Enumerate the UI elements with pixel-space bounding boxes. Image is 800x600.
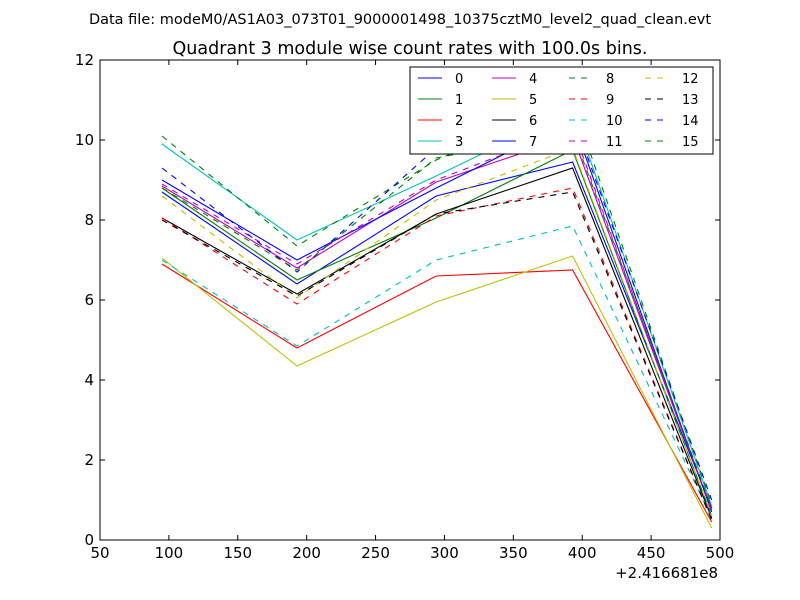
- x-tick-label: 500: [706, 544, 735, 562]
- legend-label-2: 2: [455, 114, 463, 129]
- y-tick-label: 0: [84, 531, 94, 549]
- legend-label-15: 15: [682, 135, 699, 150]
- y-tick-label: 10: [75, 131, 94, 149]
- series-line-12: [161, 147, 713, 517]
- legend-label-14: 14: [682, 114, 699, 129]
- series-line-11: [161, 127, 713, 513]
- legend-label-6: 6: [529, 114, 537, 129]
- series-line-8: [161, 101, 713, 505]
- legend-label-9: 9: [606, 93, 614, 108]
- series-line-13: [161, 191, 713, 521]
- legend-label-7: 7: [529, 135, 537, 150]
- x-tick-label: 250: [361, 544, 390, 562]
- x-tick-label: 400: [568, 544, 597, 562]
- legend-label-13: 13: [682, 93, 699, 108]
- x-tick-label: 350: [499, 544, 528, 562]
- chart-title: Quadrant 3 module wise count rates with …: [173, 39, 648, 59]
- series-line-0: [161, 161, 713, 509]
- series-line-14: [161, 115, 713, 501]
- x-tick-label: 450: [637, 544, 666, 562]
- series-lines: [161, 101, 713, 529]
- legend-label-10: 10: [606, 114, 623, 129]
- x-tick-label: 150: [223, 544, 252, 562]
- legend-label-5: 5: [529, 93, 537, 108]
- y-tick-label: 4: [84, 371, 94, 389]
- legend-frame: [409, 66, 714, 155]
- y-tick-label: 6: [84, 291, 94, 309]
- legend-label-1: 1: [455, 93, 463, 108]
- x-tick-label: 100: [155, 544, 184, 562]
- legend-label-11: 11: [606, 135, 623, 150]
- legend-label-0: 0: [455, 72, 463, 87]
- y-tick-label: 12: [75, 51, 94, 69]
- series-line-9: [161, 187, 713, 521]
- series-line-15: [161, 131, 713, 509]
- x-tick-label: 50: [90, 544, 109, 562]
- y-tick-label: 2: [84, 451, 94, 469]
- x-tick-label: 200: [292, 544, 321, 562]
- x-tick-label: 300: [430, 544, 459, 562]
- x-offset-label: +2.416681e8: [615, 564, 718, 582]
- legend-label-8: 8: [606, 72, 614, 87]
- series-line-5: [161, 255, 713, 529]
- series-line-4: [161, 135, 713, 511]
- y-tick-label: 8: [84, 211, 94, 229]
- legend-label-12: 12: [682, 72, 699, 87]
- legend-label-3: 3: [455, 135, 463, 150]
- series-line-2: [161, 263, 713, 523]
- legend-label-4: 4: [529, 72, 537, 87]
- series-line-7: [161, 119, 713, 513]
- series-line-3: [161, 109, 713, 507]
- suptitle: Data file: modeM0/AS1A03_073T01_90000014…: [89, 12, 711, 28]
